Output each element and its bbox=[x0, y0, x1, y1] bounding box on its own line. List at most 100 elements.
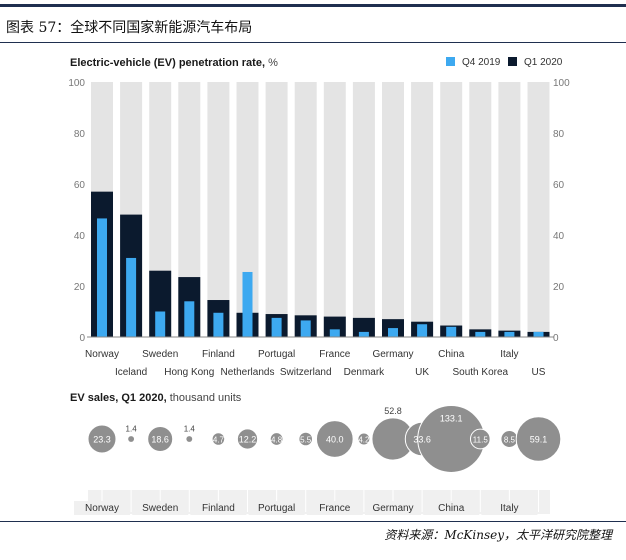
legend-label-q1-2020: Q1 2020 bbox=[524, 57, 563, 68]
source-note: 资料来源：McKinsey，太平洋研究院整理 bbox=[384, 528, 612, 542]
bubble-value-china: 133.1 bbox=[440, 414, 463, 424]
bubble-country-norway: Norway bbox=[85, 503, 119, 514]
ev-chart: Electric-vehicle (EV) penetration rate, … bbox=[68, 57, 570, 515]
bar-chart-title-unit: % bbox=[268, 57, 278, 69]
x-label-denmark: Denmark bbox=[344, 367, 386, 378]
y-tick-right-100: 100 bbox=[553, 78, 570, 89]
x-label-hong-kong: Hong Kong bbox=[164, 367, 214, 378]
bubble-value-us: 59.1 bbox=[530, 435, 548, 445]
bar-q4-2019-italy bbox=[504, 331, 515, 337]
bubble-value-france: 40.0 bbox=[326, 435, 344, 445]
bubble-value-portugal: 4.8 bbox=[271, 436, 283, 445]
bar-chart-title: Electric-vehicle (EV) penetration rate, … bbox=[70, 57, 278, 69]
x-label-us: US bbox=[532, 367, 546, 378]
bubble-country-france: France bbox=[319, 503, 351, 514]
bubble-country-portugal: Portugal bbox=[258, 503, 295, 514]
bubble-value-denmark: 4.2 bbox=[358, 436, 370, 445]
bar-track-portugal bbox=[265, 82, 288, 337]
bubble-value-italy: 8.5 bbox=[504, 436, 516, 445]
bar-q1-2020-france bbox=[323, 316, 346, 337]
bar-track-netherlands bbox=[236, 82, 259, 337]
bubble-netherlands bbox=[236, 428, 259, 450]
bar-q1-2020-sweden bbox=[149, 270, 172, 337]
legend-swatch-q4-2019 bbox=[446, 57, 455, 66]
x-label-france: France bbox=[319, 349, 351, 360]
x-label-finland: Finland bbox=[202, 349, 235, 360]
bubble-chart-title: EV sales, Q1 2020, thousand units bbox=[70, 392, 242, 404]
y-tick-left-0: 0 bbox=[79, 333, 85, 344]
bubble-value-uk: 33.6 bbox=[413, 435, 431, 445]
bar-track-us bbox=[527, 82, 550, 337]
bubble-value-norway: 23.3 bbox=[93, 435, 111, 445]
y-tick-left-80: 80 bbox=[74, 129, 86, 140]
bubble-sweden bbox=[147, 425, 174, 453]
bar-q4-2019-us bbox=[533, 331, 544, 337]
bar-q4-2019-finland bbox=[213, 312, 224, 337]
x-label-portugal: Portugal bbox=[258, 349, 295, 360]
bubble-country-bg-china bbox=[423, 501, 480, 515]
bubble-value-germany: 52.8 bbox=[384, 406, 402, 416]
bar-q4-2019-portugal bbox=[271, 317, 282, 337]
y-tick-right-60: 60 bbox=[553, 180, 565, 191]
bubble-country-finland: Finland bbox=[202, 503, 235, 514]
bar-track-hong-kong bbox=[178, 82, 201, 337]
bubble-country-sweden: Sweden bbox=[142, 503, 178, 514]
bubble-value-sweden: 18.6 bbox=[151, 435, 169, 445]
bubble-country-bg-germany bbox=[365, 501, 421, 515]
bubble-country-bg-sweden bbox=[132, 501, 189, 515]
bubble-value-switzerland: 5.5 bbox=[300, 436, 312, 445]
y-tick-left-100: 100 bbox=[68, 78, 85, 89]
y-axis-left: 0 20 40 60 80 100 bbox=[68, 78, 85, 344]
bubble-plot: 23.3 1.4 18.6 1.4 4.7 12.2 4.8 5.5 40.0 4.2 52.8 33… bbox=[74, 405, 562, 515]
bar-q4-2019-uk bbox=[417, 324, 428, 337]
bubble-hong-kong bbox=[185, 435, 194, 443]
x-label-sweden: Sweden bbox=[142, 349, 178, 360]
x-label-uk: UK bbox=[415, 367, 429, 378]
bar-track-switzerland bbox=[294, 82, 317, 337]
y-tick-right-0: 0 bbox=[553, 333, 559, 344]
bar-track-china bbox=[440, 82, 463, 337]
bubble-value-netherlands: 12.2 bbox=[239, 435, 257, 445]
x-label-italy: Italy bbox=[500, 349, 518, 360]
bar-q4-2019-netherlands bbox=[242, 271, 253, 337]
y-tick-right-40: 40 bbox=[553, 231, 565, 242]
caption-divider bbox=[0, 42, 626, 43]
bar-q4-2019-south-korea bbox=[475, 331, 486, 337]
bar-plot bbox=[87, 82, 554, 338]
bubble-south-korea bbox=[469, 428, 491, 450]
bar-q4-2019-hong-kong bbox=[184, 301, 195, 337]
bubble-country-bg-norway bbox=[74, 501, 130, 515]
bubble-country-bg-portugal bbox=[248, 501, 305, 515]
bubble-france bbox=[315, 420, 354, 458]
bubble-portugal bbox=[269, 432, 284, 446]
bubble-country-bg-france bbox=[306, 501, 363, 515]
y-tick-right-80: 80 bbox=[553, 129, 565, 140]
bubble-country-bg-italy bbox=[481, 501, 538, 515]
y-tick-left-40: 40 bbox=[74, 231, 86, 242]
bubble-norway bbox=[87, 424, 117, 454]
x-label-south-korea: South Korea bbox=[452, 367, 508, 378]
figure-caption: 图表 57：全球不同国家新能源汽车布局 bbox=[6, 20, 253, 36]
x-label-norway: Norway bbox=[85, 349, 119, 360]
bar-q4-2019-iceland bbox=[126, 257, 137, 337]
bubble-value-finland: 4.7 bbox=[213, 436, 225, 445]
y-tick-left-60: 60 bbox=[74, 180, 86, 191]
bubble-us bbox=[515, 416, 562, 462]
x-label-germany: Germany bbox=[372, 349, 413, 360]
x-label-netherlands: Netherlands bbox=[221, 367, 275, 378]
bar-q4-2019-france bbox=[329, 329, 340, 337]
x-axis-labels: Norway Iceland Sweden Hong Kong Finland Nethe… bbox=[85, 349, 546, 378]
bar-q1-2020-denmark bbox=[352, 317, 375, 337]
bar-q4-2019-switzerland bbox=[300, 320, 311, 337]
legend-label-q4-2019: Q4 2019 bbox=[462, 57, 501, 68]
bar-track-south-korea bbox=[469, 82, 492, 337]
bar-q4-2019-china bbox=[446, 326, 457, 337]
x-label-iceland: Iceland bbox=[115, 367, 147, 378]
top-border bbox=[0, 4, 626, 7]
bubble-value-hong-kong: 1.4 bbox=[184, 425, 196, 434]
bar-q4-2019-sweden bbox=[155, 311, 166, 337]
bubble-denmark bbox=[357, 432, 371, 446]
bubble-value-south-korea: 11.5 bbox=[473, 436, 489, 445]
y-tick-right-20: 20 bbox=[553, 282, 565, 293]
bubble-switzerland bbox=[298, 431, 314, 447]
